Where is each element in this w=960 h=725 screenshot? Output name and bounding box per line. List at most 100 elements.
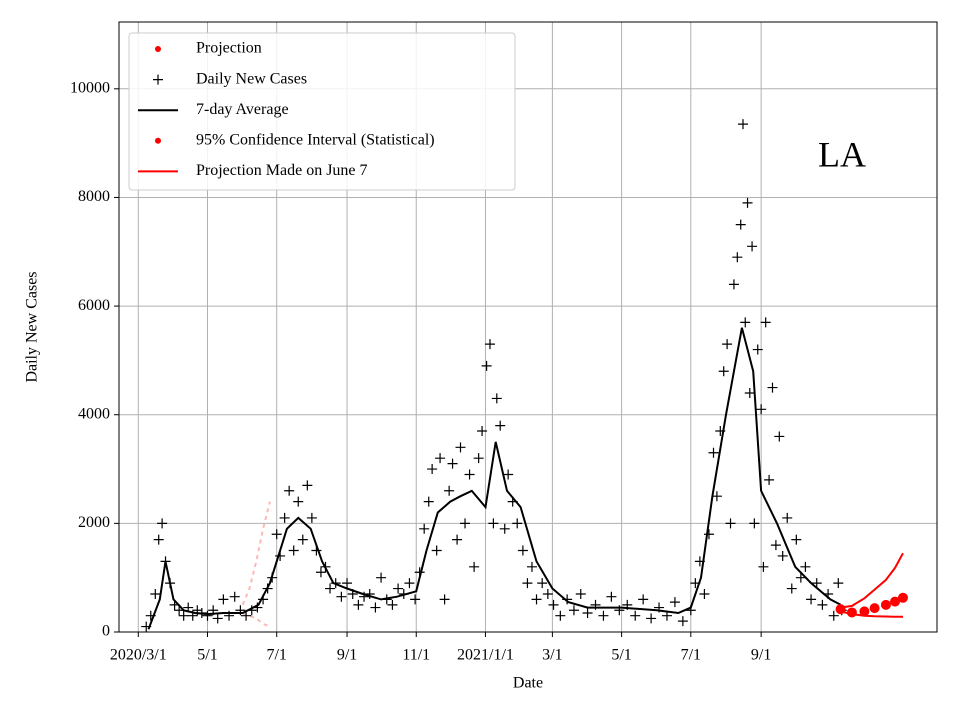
case-marker [477,426,488,437]
case-marker [758,561,769,572]
case-marker [447,458,458,469]
case-marker [435,453,446,464]
case-marker [491,393,502,404]
case-marker [774,431,785,442]
case-marker [370,602,381,613]
case-marker [537,578,548,589]
x-tick-label: 11/1 [402,647,430,664]
case-marker [740,317,751,328]
case-marker [747,241,758,252]
case-marker [364,588,375,599]
case-marker [735,219,746,230]
projection-dot [846,607,857,618]
case-marker [555,610,566,621]
case-marker [791,534,802,545]
case-marker [800,561,811,572]
case-marker [703,529,714,540]
legend-label: Daily New Cases [196,70,307,87]
case-marker [777,550,788,561]
case-marker [542,588,553,599]
case-marker [499,523,510,534]
case-marker [423,496,434,507]
case-marker [488,518,499,529]
case-marker [503,469,514,480]
case-marker [353,599,364,610]
projection-dot [859,606,870,617]
case-marker [460,518,471,529]
legend-marker [155,137,161,144]
case-marker [431,545,442,556]
case-marker [517,545,528,556]
case-marker [202,610,213,621]
legend-label: 95% Confidence Interval (Statistical) [196,131,435,148]
x-tick-label: 9/1 [337,647,357,664]
case-marker [708,447,719,458]
case-marker [548,599,559,610]
case-marker [760,317,771,328]
case-marker [606,591,617,602]
case-marker [767,382,778,393]
case-marker [638,594,649,605]
case-marker [817,599,828,610]
case-marker [526,561,537,572]
case-marker [404,578,415,589]
case-marker [342,578,353,589]
case-marker [568,605,579,616]
x-tick-label: 2020/3/1 [110,647,167,664]
case-marker [699,588,710,599]
case-marker [306,512,317,523]
case-marker [302,480,313,491]
x-axis-label: Date [513,675,543,692]
case-marker [427,464,438,475]
case-marker [393,583,404,594]
y-axis-label: Daily New Cases [24,271,41,382]
x-tick-label: 7/1 [681,647,701,664]
projection-dot [890,596,901,607]
case-marker [630,610,641,621]
case-marker [725,518,736,529]
legend-marker [153,74,163,85]
case-marker [531,594,542,605]
case-marker [764,474,775,485]
range-upper [840,552,904,609]
x-tick-label: 9/1 [751,647,771,664]
case-marker [737,119,748,130]
legend-marker [155,46,161,52]
case-marker [452,534,463,545]
case-marker [756,404,767,415]
legend-label: Projection [196,40,262,57]
case-marker [178,610,189,621]
case-marker [473,453,484,464]
case-marker [336,591,347,602]
y-tick-label: 8000 [78,188,110,205]
frame [118,21,938,633]
case-marker [455,442,466,453]
case-marker [229,591,240,602]
y-tick-label: 4000 [78,405,110,422]
case-marker [522,578,533,589]
case-marker [752,344,763,355]
case-marker [646,613,657,624]
projection-dot [880,599,891,610]
case-marker [410,594,421,605]
projection-dot [897,592,908,603]
average-line [147,327,842,630]
case-marker [770,540,781,551]
case-marker [387,599,398,610]
case-marker [218,594,229,605]
case-marker [811,578,822,589]
legend-label: 7-day Average [196,101,289,118]
case-marker [212,613,223,624]
case-marker [677,616,688,627]
case-marker [669,597,680,608]
annotation: LA [818,134,866,174]
projection-dot [835,604,846,615]
case-marker [157,518,168,529]
ci-lower [242,612,271,628]
case-marker [284,485,295,496]
case-marker [279,512,290,523]
case-marker [806,594,817,605]
case-marker [722,339,733,350]
case-marker [297,534,308,545]
